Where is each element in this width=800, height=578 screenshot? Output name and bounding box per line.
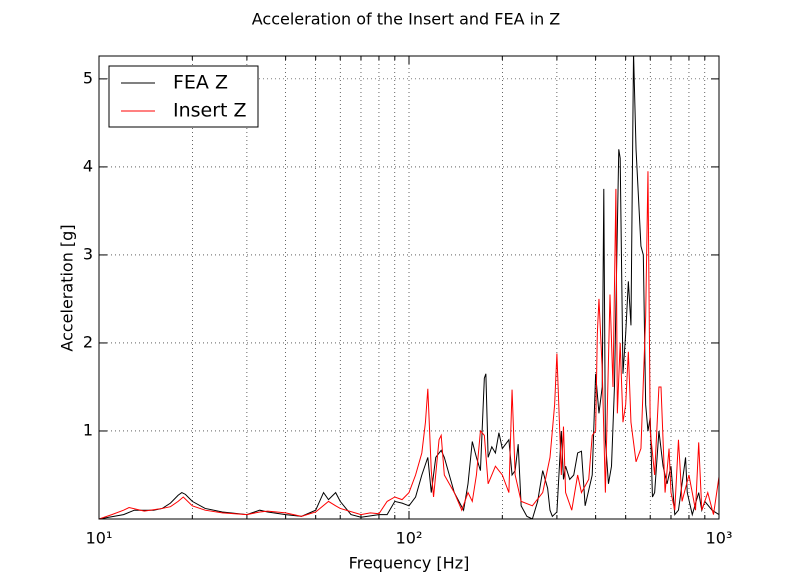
data-line [99, 171, 719, 519]
y-tick-label: 1 [83, 420, 93, 439]
legend-label: Insert Z [173, 100, 247, 122]
y-tick-label: 5 [83, 68, 93, 87]
chart-title: Acceleration of the Insert and FEA in Z [252, 10, 561, 29]
y-tick-label: 2 [83, 332, 93, 351]
x-axis-label: Frequency [Hz] [349, 554, 470, 573]
x-tick-label: 10² [396, 529, 423, 548]
plot-frame [98, 55, 720, 520]
y-tick-label: 4 [83, 156, 93, 175]
data-line [99, 56, 719, 519]
x-tick-label: 10³ [706, 529, 733, 548]
legend-box [108, 65, 259, 128]
x-tick-label: 10¹ [86, 529, 113, 548]
y-tick-label: 3 [83, 244, 93, 263]
legend-label: FEA Z [173, 72, 228, 94]
y-axis-label: Acceleration [g] [58, 224, 77, 351]
